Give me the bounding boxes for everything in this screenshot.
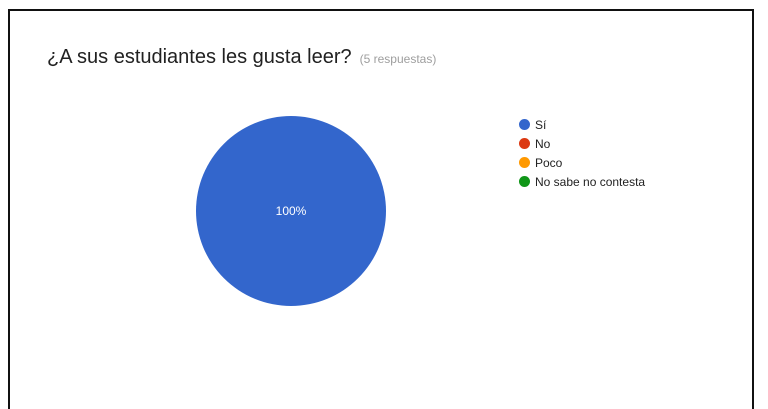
legend-item-1: No xyxy=(519,134,645,153)
chart-title: ¿A sus estudiantes les gusta leer? xyxy=(47,46,352,68)
response-count: (5 respuestas) xyxy=(359,52,437,66)
title-row: ¿A sus estudiantes les gusta leer? (5 re… xyxy=(47,46,436,69)
legend-swatch-3 xyxy=(519,176,530,187)
legend-item-3: No sabe no contesta xyxy=(519,172,645,191)
legend-label-0: Sí xyxy=(535,117,547,132)
legend-label-3: No sabe no contesta xyxy=(535,174,646,189)
pie-chart: 100% xyxy=(196,116,386,306)
pie-labels: 100% xyxy=(276,204,307,218)
legend-swatch-1 xyxy=(519,138,530,149)
legend: Sí No Poco No sabe no contesta xyxy=(519,115,645,191)
legend-swatch-0 xyxy=(519,119,530,130)
chart-card: ¿A sus estudiantes les gusta leer? (5 re… xyxy=(8,9,754,409)
pie-slice-label-0: 100% xyxy=(276,204,307,218)
legend-item-2: Poco xyxy=(519,153,645,172)
legend-label-1: No xyxy=(535,136,551,151)
pie-slice-0 xyxy=(196,116,386,306)
legend-item-0: Sí xyxy=(519,115,645,134)
legend-swatch-2 xyxy=(519,157,530,168)
legend-label-2: Poco xyxy=(535,155,563,170)
pie-slices xyxy=(196,116,386,306)
